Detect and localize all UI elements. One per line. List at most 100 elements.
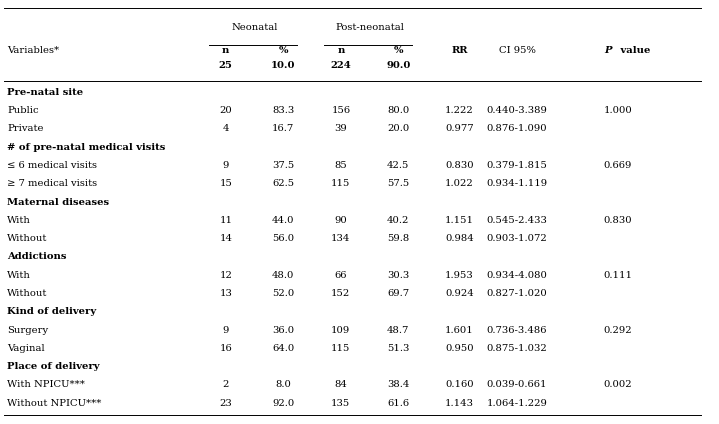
Text: 23: 23 xyxy=(219,399,232,407)
Text: value: value xyxy=(617,46,650,56)
Text: P: P xyxy=(604,46,611,56)
Text: Kind of delivery: Kind of delivery xyxy=(7,307,96,316)
Text: 80.0: 80.0 xyxy=(388,106,409,115)
Text: 1.000: 1.000 xyxy=(603,106,632,115)
Text: 0.934-1.119: 0.934-1.119 xyxy=(486,179,548,188)
Text: 15: 15 xyxy=(219,179,232,188)
Text: 13: 13 xyxy=(219,289,232,298)
Text: Vaginal: Vaginal xyxy=(7,344,45,353)
Text: 25: 25 xyxy=(219,61,233,70)
Text: Without: Without xyxy=(7,234,47,243)
Text: RR: RR xyxy=(452,46,467,56)
Text: 0.903-1.072: 0.903-1.072 xyxy=(487,234,547,243)
Text: 1.601: 1.601 xyxy=(445,326,474,335)
Text: 224: 224 xyxy=(331,61,351,70)
Text: Surgery: Surgery xyxy=(7,326,48,335)
Text: Private: Private xyxy=(7,124,44,134)
Text: 48.7: 48.7 xyxy=(387,326,410,335)
Text: Post-neonatal: Post-neonatal xyxy=(335,23,404,32)
Text: 30.3: 30.3 xyxy=(388,271,409,280)
Text: 8.0: 8.0 xyxy=(275,380,291,389)
Text: 0.827-1.020: 0.827-1.020 xyxy=(487,289,547,298)
Text: 12: 12 xyxy=(219,271,232,280)
Text: 152: 152 xyxy=(331,289,350,298)
Text: 42.5: 42.5 xyxy=(387,161,410,170)
Text: 56.0: 56.0 xyxy=(273,234,294,243)
Text: 0.292: 0.292 xyxy=(603,326,632,335)
Text: 62.5: 62.5 xyxy=(273,179,294,188)
Text: 1.022: 1.022 xyxy=(445,179,474,188)
Text: 0.977: 0.977 xyxy=(445,124,474,134)
Text: 40.2: 40.2 xyxy=(387,216,410,225)
Text: 51.3: 51.3 xyxy=(387,344,410,353)
Text: 1.151: 1.151 xyxy=(445,216,474,225)
Text: 61.6: 61.6 xyxy=(388,399,409,407)
Text: With NPICU***: With NPICU*** xyxy=(7,380,85,389)
Text: ≤ 6 medical visits: ≤ 6 medical visits xyxy=(7,161,97,170)
Text: 134: 134 xyxy=(331,234,350,243)
Text: 0.736-3.486: 0.736-3.486 xyxy=(487,326,547,335)
Text: 109: 109 xyxy=(331,326,350,335)
Text: 0.950: 0.950 xyxy=(445,344,474,353)
Text: 16.7: 16.7 xyxy=(273,124,294,134)
Text: With: With xyxy=(7,216,31,225)
Text: 4: 4 xyxy=(222,124,229,134)
Text: 1.953: 1.953 xyxy=(445,271,474,280)
Text: 1.064-1.229: 1.064-1.229 xyxy=(487,399,547,407)
Text: 39: 39 xyxy=(334,124,347,134)
Text: 64.0: 64.0 xyxy=(273,344,294,353)
Text: 20.0: 20.0 xyxy=(388,124,409,134)
Text: 135: 135 xyxy=(331,399,350,407)
Text: 0.876-1.090: 0.876-1.090 xyxy=(487,124,547,134)
Text: 90: 90 xyxy=(334,216,347,225)
Text: 0.984: 0.984 xyxy=(445,234,474,243)
Text: 0.440-3.389: 0.440-3.389 xyxy=(487,106,547,115)
Text: 10.0: 10.0 xyxy=(271,61,296,70)
Text: Place of delivery: Place of delivery xyxy=(7,362,100,371)
Text: %: % xyxy=(278,46,288,56)
Text: 0.830: 0.830 xyxy=(603,216,632,225)
Text: 44.0: 44.0 xyxy=(272,216,295,225)
Text: Neonatal: Neonatal xyxy=(232,23,278,32)
Text: 0.934-4.080: 0.934-4.080 xyxy=(487,271,547,280)
Text: 0.669: 0.669 xyxy=(603,161,632,170)
Text: %: % xyxy=(393,46,403,56)
Text: Without: Without xyxy=(7,289,47,298)
Text: With: With xyxy=(7,271,31,280)
Text: CI 95%: CI 95% xyxy=(498,46,536,56)
Text: 66: 66 xyxy=(334,271,347,280)
Text: 38.4: 38.4 xyxy=(387,380,410,389)
Text: 20: 20 xyxy=(219,106,232,115)
Text: Maternal diseases: Maternal diseases xyxy=(7,198,109,206)
Text: 84: 84 xyxy=(334,380,347,389)
Text: 48.0: 48.0 xyxy=(272,271,295,280)
Text: 0.545-2.433: 0.545-2.433 xyxy=(487,216,547,225)
Text: 36.0: 36.0 xyxy=(273,326,294,335)
Text: # of pre-natal medical visits: # of pre-natal medical visits xyxy=(7,143,165,152)
Text: 59.8: 59.8 xyxy=(388,234,409,243)
Text: 52.0: 52.0 xyxy=(273,289,294,298)
Text: 85: 85 xyxy=(334,161,347,170)
Text: Addictions: Addictions xyxy=(7,252,67,261)
Text: 37.5: 37.5 xyxy=(273,161,294,170)
Text: 9: 9 xyxy=(223,161,229,170)
Text: 0.160: 0.160 xyxy=(445,380,474,389)
Text: n: n xyxy=(337,46,344,56)
Text: 0.924: 0.924 xyxy=(445,289,474,298)
Text: 90.0: 90.0 xyxy=(386,61,411,70)
Text: Public: Public xyxy=(7,106,39,115)
Text: 0.039-0.661: 0.039-0.661 xyxy=(487,380,547,389)
Text: 0.111: 0.111 xyxy=(603,271,632,280)
Text: Without NPICU***: Without NPICU*** xyxy=(7,399,101,407)
Text: 156: 156 xyxy=(331,106,350,115)
Text: ≥ 7 medical visits: ≥ 7 medical visits xyxy=(7,179,97,188)
Text: 2: 2 xyxy=(223,380,229,389)
Text: 0.830: 0.830 xyxy=(445,161,474,170)
Text: Pre-natal site: Pre-natal site xyxy=(7,88,83,97)
Text: 0.379-1.815: 0.379-1.815 xyxy=(487,161,547,170)
Text: n: n xyxy=(222,46,229,56)
Text: 14: 14 xyxy=(219,234,232,243)
Text: 9: 9 xyxy=(223,326,229,335)
Text: 57.5: 57.5 xyxy=(388,179,409,188)
Text: 83.3: 83.3 xyxy=(273,106,294,115)
